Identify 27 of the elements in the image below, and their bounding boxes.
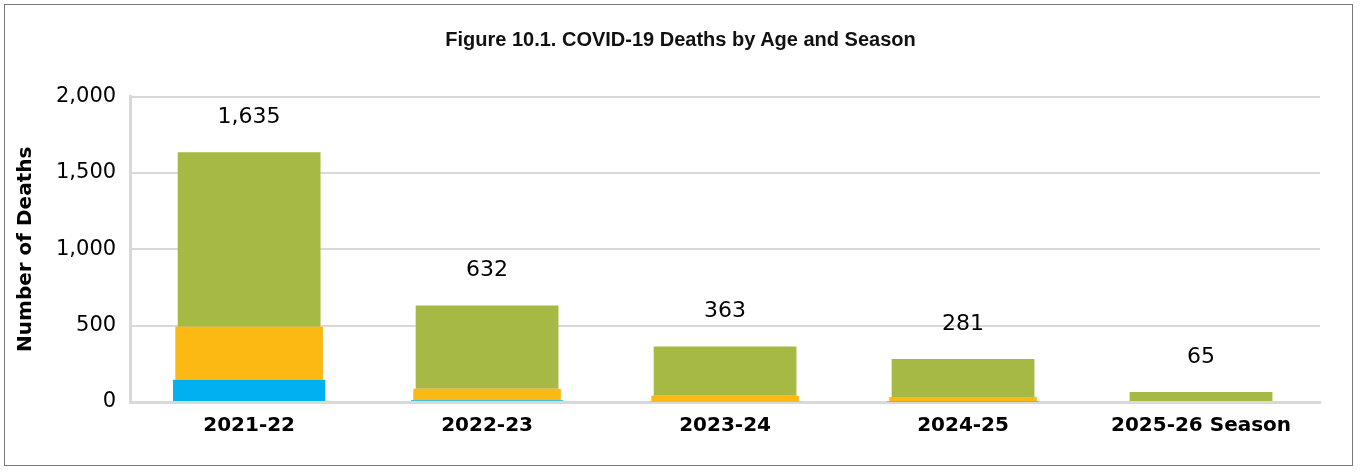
y-tick-label: 1,000 bbox=[55, 235, 117, 260]
x-tick-label: 2024-25 bbox=[917, 412, 1009, 437]
bar bbox=[175, 326, 323, 380]
x-tick-label: 2025-26 Season bbox=[1110, 412, 1292, 437]
bar bbox=[891, 359, 1035, 398]
y-tick-label: 1,500 bbox=[55, 159, 117, 184]
total-label: 632 bbox=[466, 256, 509, 282]
bar bbox=[653, 346, 797, 396]
y-tick-label: 2,000 bbox=[55, 83, 117, 108]
x-tick-label: 2022-23 bbox=[441, 412, 533, 437]
bar bbox=[177, 152, 321, 327]
y-axis-title: Number of Deaths bbox=[12, 146, 37, 352]
bar bbox=[889, 397, 1037, 402]
x-tick-label: 2021-22 bbox=[203, 412, 296, 437]
total-label: 1,635 bbox=[217, 103, 281, 129]
y-tick-label: 0 bbox=[102, 388, 117, 413]
bar bbox=[1129, 392, 1273, 401]
bar bbox=[172, 379, 326, 401]
bar bbox=[413, 388, 561, 401]
bar bbox=[651, 395, 799, 402]
total-label: 363 bbox=[704, 297, 747, 323]
bar bbox=[415, 305, 559, 389]
x-tick-label: 2023-24 bbox=[679, 412, 771, 437]
y-tick-label: 500 bbox=[76, 312, 117, 337]
total-label: 281 bbox=[942, 309, 985, 335]
chart-title: Figure 10.1. COVID-19 Deaths by Age and Season bbox=[444, 28, 917, 51]
total-label: 65 bbox=[1187, 342, 1216, 368]
